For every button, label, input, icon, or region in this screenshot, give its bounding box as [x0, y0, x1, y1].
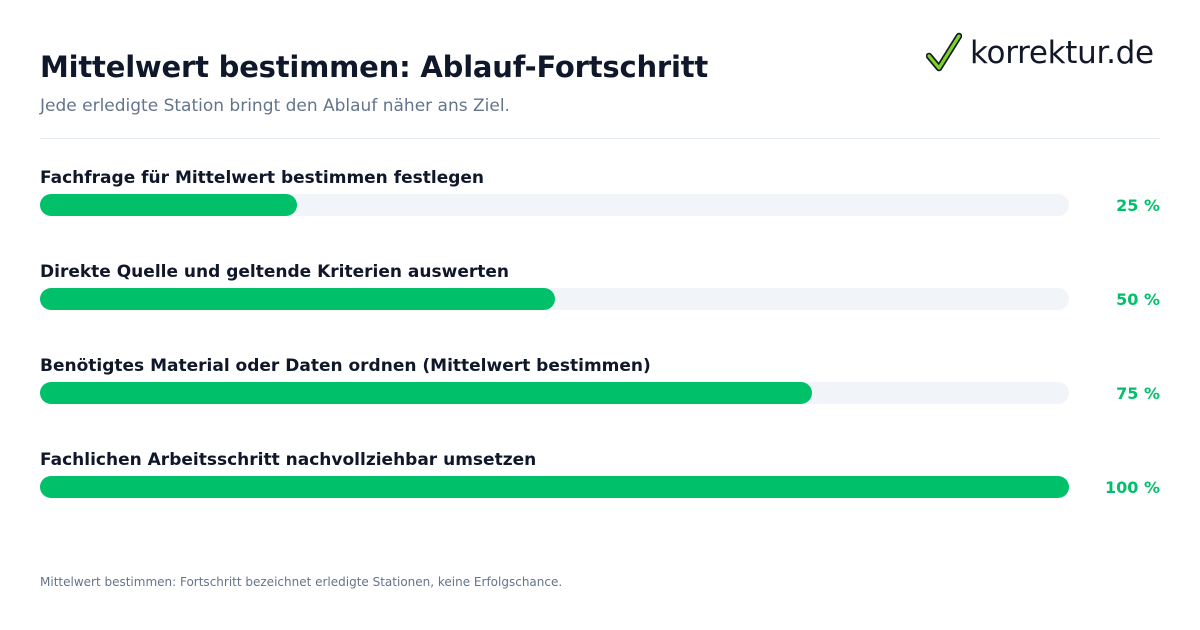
progress-label: Fachlichen Arbeitsschritt nachvollziehba… [40, 450, 537, 470]
progress-label: Benötigtes Material oder Daten ordnen (M… [40, 356, 651, 376]
progress-bar [40, 194, 298, 216]
brand-logo-text: korrektur.de [970, 35, 1154, 71]
progress-track [40, 476, 1069, 498]
progress-track [40, 382, 1069, 404]
checkmark-icon [926, 32, 962, 72]
progress-bar [40, 288, 555, 310]
progress-row: Fachfrage für Mittelwert bestimmen festl… [40, 168, 1160, 238]
progress-label: Fachfrage für Mittelwert bestimmen festl… [40, 168, 485, 188]
progress-row: Benötigtes Material oder Daten ordnen (M… [40, 356, 1160, 426]
footnote: Mittelwert bestimmen: Fortschritt bezeic… [40, 575, 563, 589]
chart-title: Mittelwert bestimmen: Ablauf-Fortschritt [40, 50, 709, 84]
progress-bar [40, 476, 1069, 498]
header-divider [40, 138, 1160, 139]
chart-subtitle: Jede erledigte Station bringt den Ablauf… [40, 96, 510, 116]
progress-track [40, 288, 1069, 310]
progress-track [40, 194, 1069, 216]
progress-row: Direkte Quelle und geltende Kriterien au… [40, 262, 1160, 332]
progress-value-label: 25 % [1116, 196, 1160, 215]
progress-bar [40, 382, 812, 404]
brand-logo[interactable]: korrektur.de [926, 30, 1154, 76]
progress-row: Fachlichen Arbeitsschritt nachvollziehba… [40, 450, 1160, 520]
progress-value-label: 75 % [1116, 384, 1160, 403]
progress-label: Direkte Quelle und geltende Kriterien au… [40, 262, 509, 282]
progress-value-label: 50 % [1116, 290, 1160, 309]
progress-value-label: 100 % [1105, 478, 1160, 497]
